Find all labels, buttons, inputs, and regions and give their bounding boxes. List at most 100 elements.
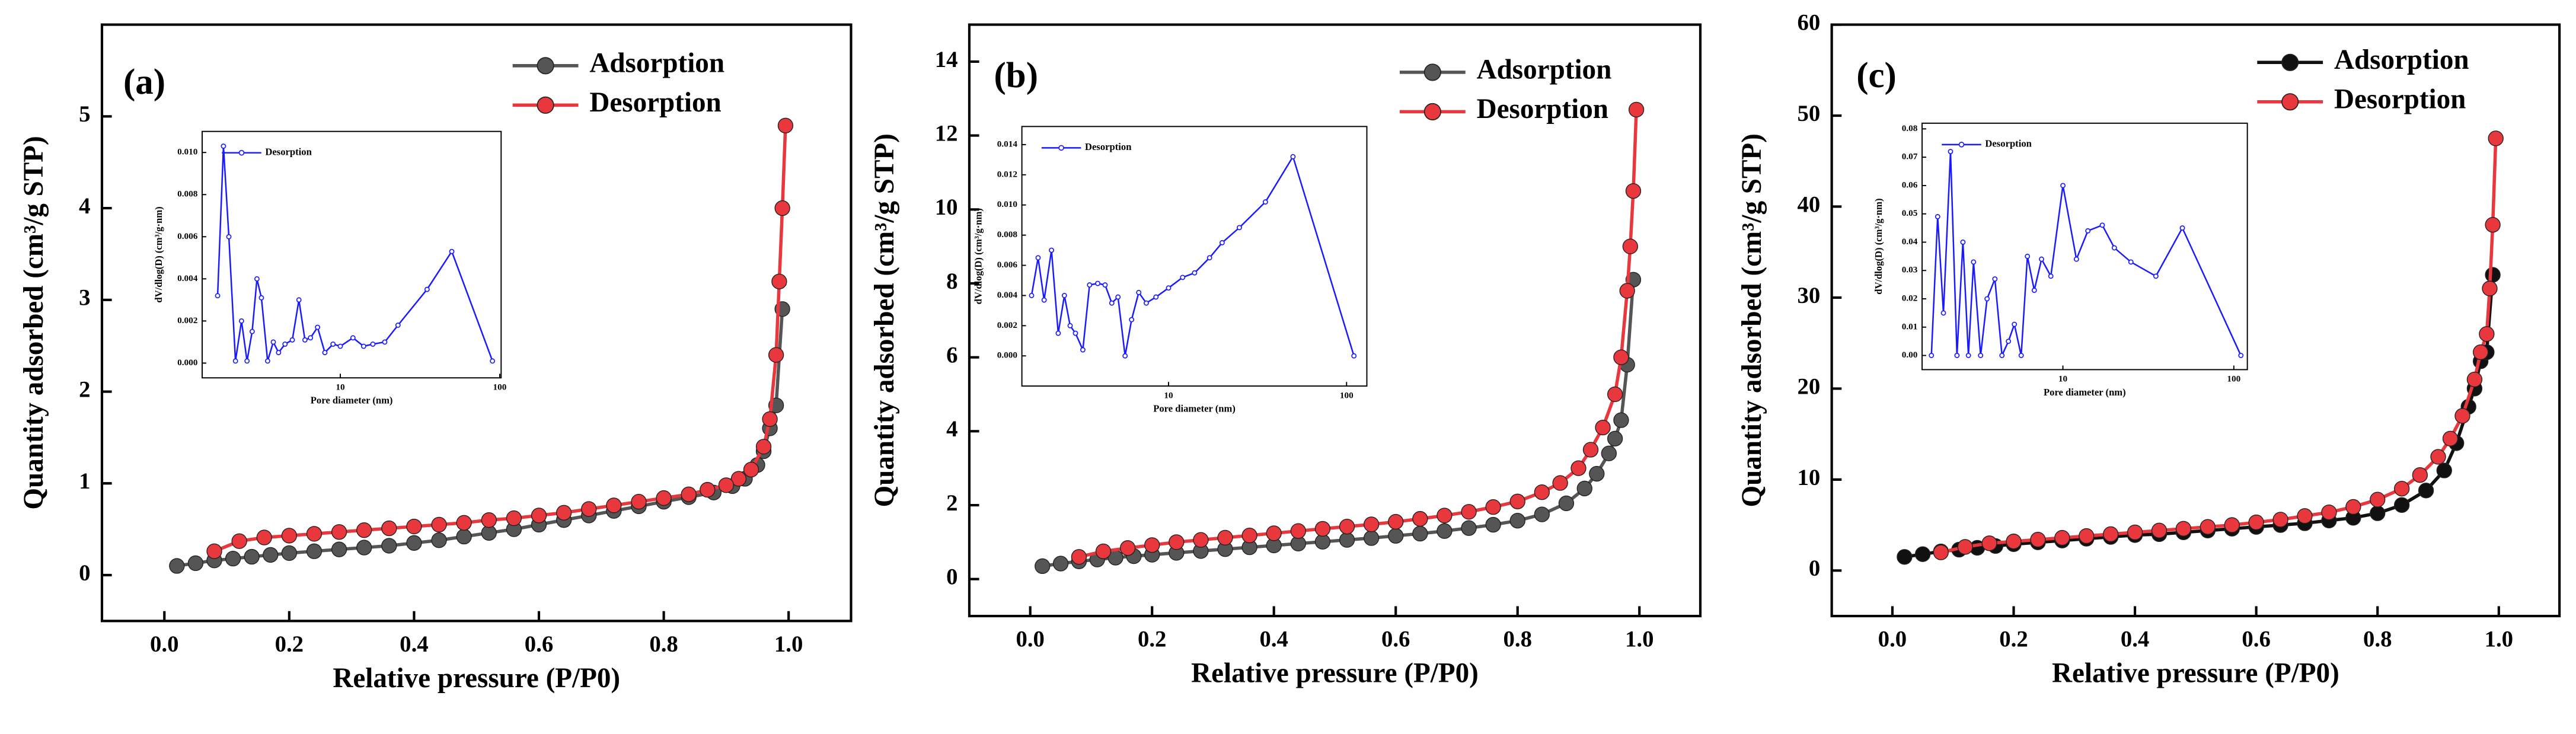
y-tick-label: 0.08 [1902, 123, 1918, 133]
y-axis-label: dV/dlog(D) (cm³/g·nm) [972, 208, 984, 304]
data-point [350, 335, 356, 341]
y-axis-label: Quantity adsorbed (cm³/g STP) [18, 136, 49, 509]
data-point [2485, 217, 2501, 233]
x-tick-label: 0.0 [1878, 627, 1907, 652]
data-point [2393, 497, 2410, 513]
data-point [2412, 467, 2428, 483]
data-point [1314, 521, 1331, 537]
data-point [1971, 259, 1977, 265]
data-point [449, 248, 455, 254]
data-point [206, 543, 222, 559]
y-tick-label: 10 [1797, 465, 1820, 490]
x-tick-label: 0.2 [1999, 627, 2028, 652]
legend-label: Desorption [2334, 84, 2466, 115]
data-point [1129, 317, 1135, 323]
data-point [531, 508, 547, 524]
data-point [1035, 558, 1051, 575]
data-point [1115, 294, 1121, 300]
data-point [1576, 480, 1592, 497]
data-point [1136, 289, 1142, 295]
data-point [258, 295, 264, 301]
legend-label: Desorption [1985, 138, 2031, 149]
data-point [2006, 339, 2012, 344]
data-point [1266, 525, 1282, 541]
y-tick-label: 0.014 [997, 139, 1018, 149]
data-point [1109, 300, 1115, 306]
x-tick-label: 1.0 [2485, 627, 2513, 652]
data-point [456, 528, 472, 545]
data-point [238, 318, 244, 324]
x-tick-label: 0.2 [275, 631, 304, 657]
data-point [490, 358, 496, 364]
data-point [2436, 462, 2452, 478]
x-axis-label: Relative pressure (P/P0) [2052, 658, 2339, 689]
x-tick-label: 10 [2058, 374, 2068, 384]
data-point [2073, 256, 2079, 262]
data-point [1072, 330, 1078, 336]
data-point [1571, 460, 1587, 476]
y-tick-label: 0 [1809, 556, 1820, 581]
x-tick-label: 100 [2227, 374, 2240, 384]
data-point [249, 328, 255, 334]
legend-label: Desorption [265, 146, 311, 157]
data-point [2128, 259, 2134, 265]
x-tick-label: 0.0 [1016, 627, 1044, 652]
data-point [656, 490, 672, 506]
x-tick-label: 1.0 [1625, 627, 1654, 652]
legend-marker [1058, 145, 1064, 151]
data-point [2370, 505, 2386, 521]
x-axis-label: Relative pressure (P/P0) [333, 663, 620, 694]
data-point [1933, 544, 1949, 560]
data-point [1262, 199, 1268, 205]
data-point [2031, 288, 2037, 293]
data-point [2272, 512, 2288, 528]
data-point [730, 471, 747, 487]
data-point [382, 339, 388, 345]
y-tick-label: 60 [1797, 9, 1820, 35]
data-point [322, 350, 328, 356]
data-point [1929, 353, 1935, 358]
y-tick-label: 0.002 [997, 320, 1017, 330]
data-point [2479, 326, 2495, 342]
data-point [631, 494, 647, 510]
data-point [1940, 310, 1946, 316]
y-tick-label: 1 [79, 468, 90, 494]
data-point [356, 540, 372, 556]
data-point [2048, 273, 2054, 279]
data-point [2111, 245, 2117, 251]
data-point [331, 524, 347, 540]
y-axis-label: Quantity adsorbed (cm³/g STP) [869, 133, 900, 507]
y-tick-label: 3 [79, 285, 90, 311]
data-point [2345, 499, 2361, 515]
data-point [232, 358, 238, 364]
data-point [2079, 528, 2095, 544]
data-point [225, 550, 241, 567]
data-point [768, 347, 784, 363]
legend-marker [238, 149, 245, 156]
data-point [1981, 535, 1997, 551]
data-point [2297, 508, 2313, 524]
legend-marker [537, 57, 554, 75]
data-point [1363, 530, 1380, 546]
x-tick-label: 0.8 [649, 631, 678, 657]
data-point [1122, 353, 1128, 359]
data-point [381, 520, 397, 537]
data-point [281, 545, 298, 561]
y-tick-label: 0.002 [177, 315, 197, 325]
y-tick-label: 0.006 [177, 231, 198, 241]
data-point [1388, 528, 1404, 544]
data-point [581, 501, 597, 517]
data-point [1613, 412, 1629, 428]
data-point [2321, 504, 2337, 521]
data-point [1363, 516, 1380, 532]
y-tick-label: 0.06 [1902, 180, 1918, 190]
y-tick-label: 0.02 [1902, 293, 1918, 304]
legend-marker [2281, 53, 2299, 71]
data-point [289, 337, 295, 343]
y-axis-label: dV/dlog(D) (cm³/g·nm) [153, 206, 164, 302]
data-point [406, 535, 422, 551]
data-point [456, 515, 472, 531]
data-point [2012, 321, 2018, 327]
data-point [1607, 386, 1623, 403]
data-point [2472, 344, 2489, 360]
